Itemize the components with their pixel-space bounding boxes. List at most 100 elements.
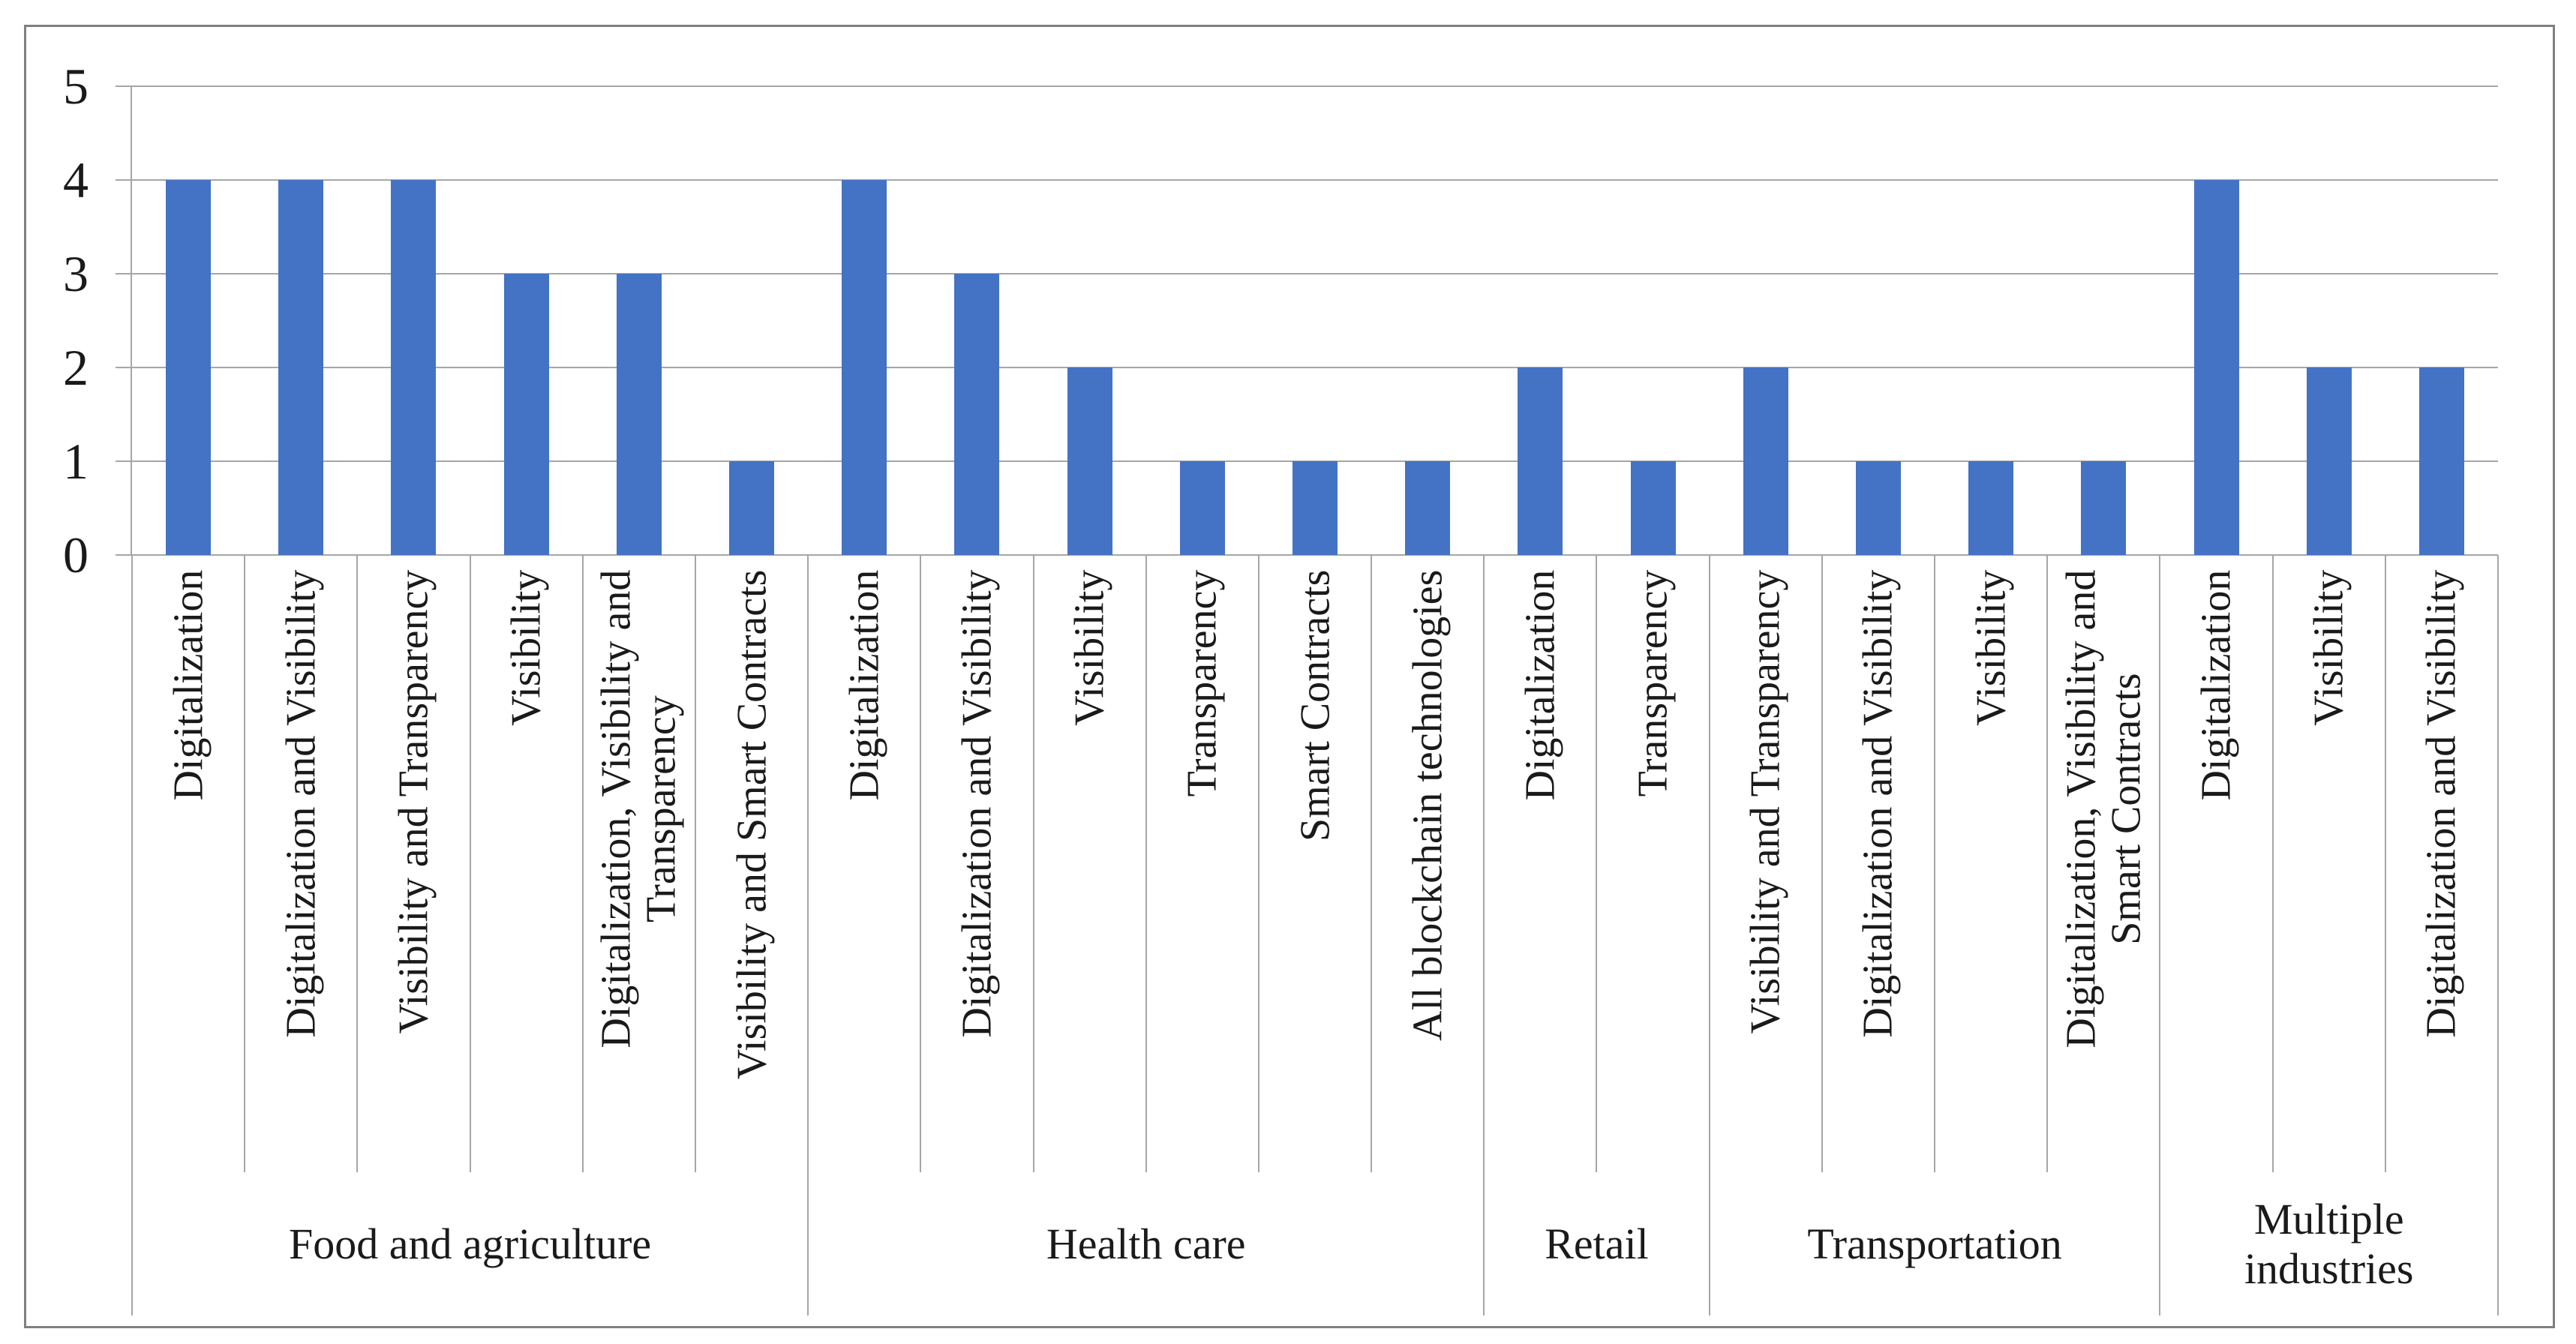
category-label-cell: Digitalization and Visibility (245, 558, 357, 1171)
category-label-cell: Smart Contracts (1259, 558, 1371, 1171)
category-label: All blockchain technologies (1371, 558, 1484, 1171)
category-label-line: Digitalization and Visibility (278, 569, 325, 1038)
category-label-line: Smart Contracts (1292, 569, 1338, 842)
category-separator (356, 555, 359, 1172)
category-separator (2271, 555, 2274, 1172)
bar (391, 180, 437, 555)
category-separator (244, 555, 246, 1172)
group-separator (2159, 555, 2161, 1316)
category-label: Visibility and Transparency (1710, 558, 1822, 1171)
category-label-text: Digitalization, Visibility and Smart Cont… (2058, 558, 2149, 1048)
category-label-cell: Digitalization and Visibility (2385, 558, 2498, 1171)
category-label: Visibility and Transparency (357, 558, 470, 1171)
category-label-cell: Visibility and Transparency (357, 558, 470, 1171)
category-label-text: Visibility and Transparency (1742, 558, 1789, 1034)
category-label-text: Visibility (1968, 558, 2015, 727)
category-label-text: Digitalization and Visibility (1854, 558, 1902, 1038)
group-label-line: Transportation (1807, 1219, 2062, 1268)
category-label-text: Digitalization, Visibility and Transparen… (593, 558, 685, 1048)
category-label-cell: Visibility and Smart Contracts (695, 558, 808, 1171)
group-separator (807, 555, 809, 1316)
category-label-line: Digitalization, Visibility and (593, 569, 640, 1048)
category-label-line: Visibility and Transparency (390, 569, 437, 1034)
category-label: Digitalization (808, 558, 920, 1171)
category-label: Digitalization, Visibility and Smart Cont… (2047, 558, 2160, 1171)
y-axis-tick (116, 179, 135, 181)
category-label-text: Digitalization and Visibility (2418, 558, 2465, 1038)
category-label: Digitalization and Visibility (245, 558, 357, 1171)
category-label-cell: Digitalization (132, 558, 245, 1171)
category-label-text: Digitalization (1517, 558, 1564, 801)
category-label: Digitalization and Visibility (2385, 558, 2498, 1171)
category-label: Smart Contracts (1259, 558, 1371, 1171)
category-separator (1145, 555, 1147, 1172)
category-label: Transparency (1146, 558, 1259, 1171)
category-label-line: Visibility and Smart Contracts (728, 569, 776, 1080)
category-label-text: Transparency (1178, 558, 1226, 797)
bar (729, 461, 775, 555)
category-label: Digitalization and Visibility (920, 558, 1033, 1171)
category-label-text: Digitalization and Visibility (278, 558, 325, 1038)
category-label-line: Digitalization (1517, 569, 1564, 801)
bar (2193, 180, 2239, 555)
category-label-text: Digitalization (2193, 558, 2240, 801)
group-label-line: Multiple (2253, 1194, 2404, 1244)
bar (616, 274, 662, 555)
bar (1405, 461, 1451, 555)
y-tick-label: 4 (63, 152, 89, 208)
category-label-line: All blockchain technologies (1404, 569, 1452, 1042)
x-axis-line (132, 554, 2498, 556)
bar (1855, 461, 1901, 555)
category-label-line: Digitalization (2193, 569, 2240, 801)
category-separator (1821, 555, 1823, 1172)
y-axis-line (131, 86, 132, 555)
chart-frame (24, 25, 2555, 1328)
category-label-text: Visibility (503, 558, 550, 726)
y-tick-label: 0 (63, 526, 89, 584)
y-axis-tick (116, 554, 135, 556)
category-label-line: Digitalization and Visibility (953, 569, 1001, 1038)
group-label-line: Health care (1046, 1219, 1246, 1268)
y-axis-tick (116, 86, 135, 87)
category-label-cell: Digitalization (808, 558, 920, 1171)
category-label-line: Visibility (2305, 569, 2352, 727)
category-label-cell: Digitalization (2160, 558, 2272, 1171)
category-label-line: Digitalization and Visibility (2418, 569, 2465, 1038)
category-label-line: Transparency (1178, 569, 1226, 797)
group-label-cell: Retail (1484, 1172, 1709, 1316)
label-band-edge (2497, 555, 2499, 1316)
category-separator (1371, 555, 1373, 1172)
category-label-line: Visibility (1968, 569, 2015, 727)
group-label-cell: Health care (808, 1172, 1484, 1316)
category-label-text: All blockchain technologies (1404, 558, 1452, 1042)
category-label: Digitalization and Visibility (1822, 558, 1935, 1171)
y-tick-label: 2 (63, 339, 89, 396)
category-label-text: Transparency (1630, 558, 1677, 797)
category-label-text: Smart Contracts (1292, 558, 1338, 842)
bar (1630, 461, 1676, 555)
y-axis-tick (116, 367, 135, 368)
category-label-line: Digitalization and Visibility (1854, 569, 1902, 1038)
bar (1518, 368, 1563, 555)
category-label: Digitalization, Visibility and Transparen… (583, 558, 695, 1171)
category-label-cell: Visibility (470, 558, 583, 1171)
bar (1067, 368, 1112, 555)
bar (503, 274, 549, 555)
gridline (132, 86, 2498, 87)
category-label-cell: Digitalization and Visibility (920, 558, 1033, 1171)
category-label-line: Visibility and Transparency (1742, 569, 1789, 1034)
bar (954, 274, 1000, 555)
category-label-line: Transparency (638, 695, 685, 923)
category-separator (2384, 555, 2386, 1172)
group-separator (1708, 555, 1710, 1316)
y-axis-tick (116, 460, 135, 462)
category-label-cell: All blockchain technologies (1371, 558, 1484, 1171)
category-label-line: Digitalization, Visibility and (2058, 569, 2105, 1048)
bar (278, 180, 324, 555)
category-label-cell: Transparency (1146, 558, 1259, 1171)
category-label-cell: Visibility and Transparency (1710, 558, 1822, 1171)
category-label-text: Visibility and Smart Contracts (728, 558, 776, 1080)
label-band-edge (131, 555, 133, 1316)
category-label-text: Visibility and Transparency (390, 558, 437, 1034)
